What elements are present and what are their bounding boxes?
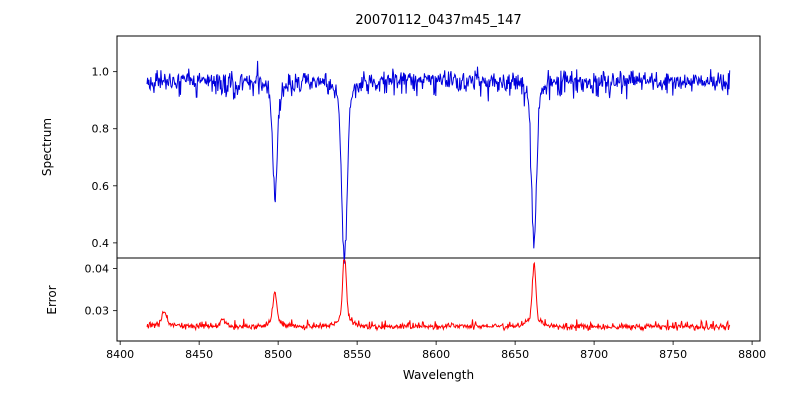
x-tick-label: 8500 <box>264 348 292 361</box>
spectrum-y-tick-label: 0.4 <box>92 237 110 250</box>
error-line <box>146 259 731 332</box>
chart-title: 20070112_0437m45_147 <box>355 13 522 28</box>
x-tick-label: 8750 <box>659 348 687 361</box>
x-tick-label: 8650 <box>501 348 529 361</box>
spectrum-y-tick-label: 0.6 <box>92 180 110 193</box>
error-y-tick-label: 0.04 <box>85 263 110 276</box>
spectrum-panel-frame <box>116 35 761 259</box>
x-tick-label: 8550 <box>343 348 371 361</box>
x-tick-label: 8450 <box>185 348 213 361</box>
x-tick-label: 8700 <box>580 348 608 361</box>
x-axis-label: Wavelength <box>402 368 475 382</box>
x-tick-label: 8400 <box>106 348 134 361</box>
error-y-tick-label: 0.03 <box>85 305 110 318</box>
spectrum-line <box>146 60 731 264</box>
x-tick-label: 8800 <box>738 348 766 361</box>
error-panel-frame <box>116 257 761 342</box>
spectrum-y-tick-label: 0.8 <box>92 123 110 136</box>
spectrum-y-tick-label: 1.0 <box>92 66 110 79</box>
x-tick-label: 8600 <box>422 348 450 361</box>
